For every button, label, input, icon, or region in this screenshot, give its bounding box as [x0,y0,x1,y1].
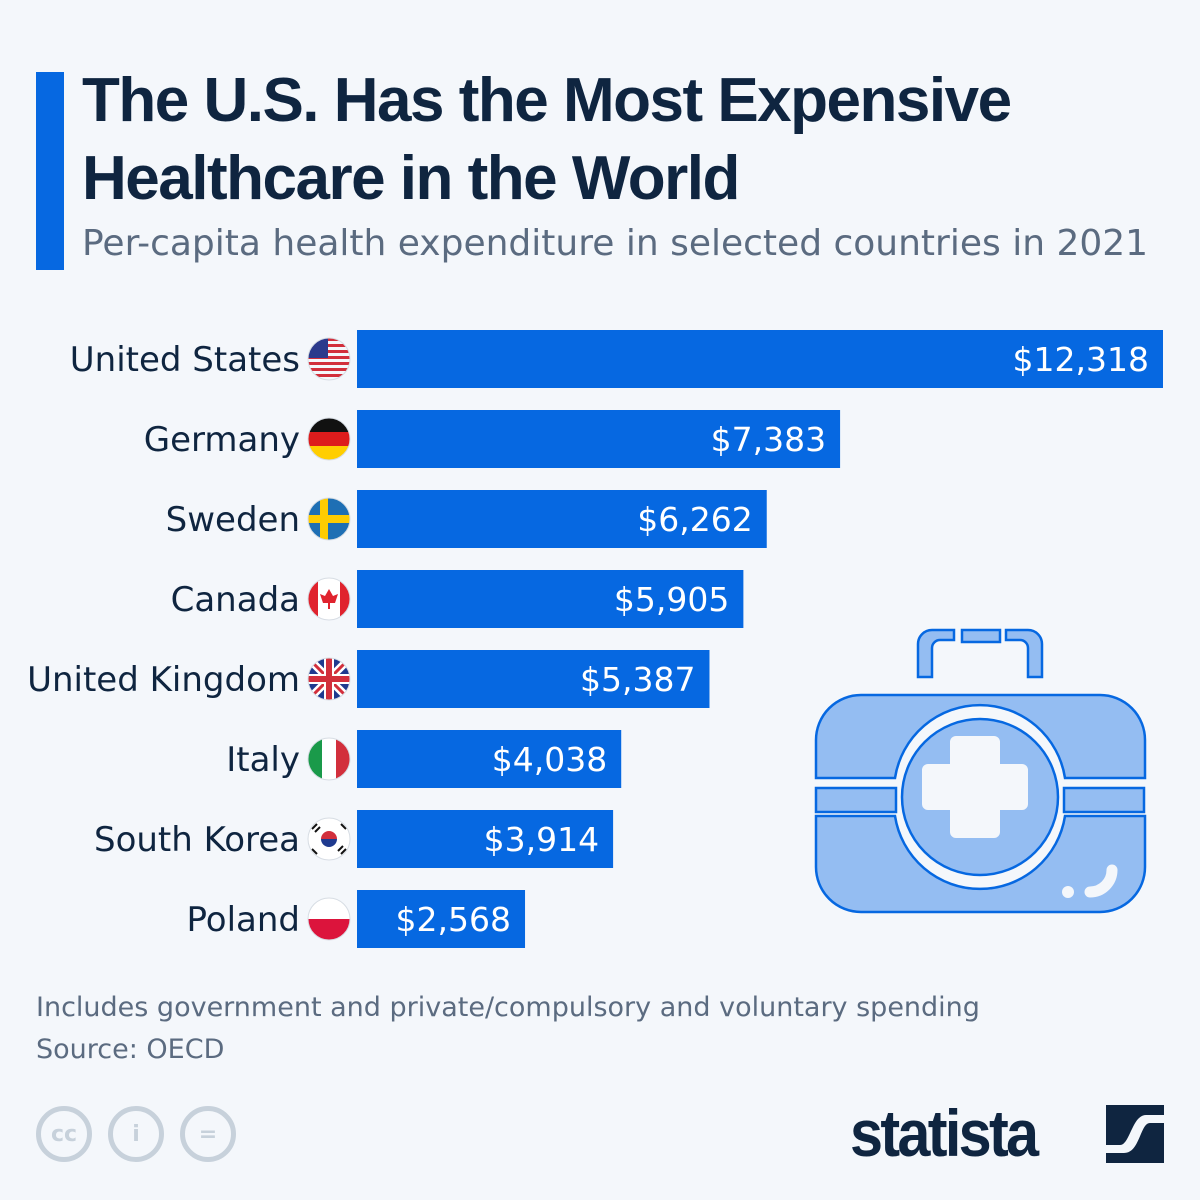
category-label: Sweden [166,500,300,540]
bar-chart: United States $12,318 Germany $7,383 Sweden $… [27,330,1163,948]
medical-kit-icon [814,628,1147,914]
bar [357,570,744,628]
bar-row: Germany $7,383 [144,410,841,468]
flag-pl-icon [308,898,350,940]
category-label: Germany [144,420,300,460]
data-label: $5,905 [614,580,729,619]
bar-row: Italy $4,038 [226,730,622,788]
flag-uk-icon [308,658,350,700]
title-accent-bar [36,72,64,270]
header: The U.S. Has the Most Expensive Healthca… [82,62,1194,266]
data-label: $7,383 [711,420,826,459]
bar [357,730,622,788]
bar [357,410,841,468]
bar [357,330,1163,388]
data-label: $4,038 [492,740,607,779]
flag-ca-icon [308,578,350,620]
category-label: United Kingdom [27,660,300,700]
category-label: Canada [171,580,300,620]
flag-it-icon [308,738,350,780]
data-label: $3,914 [484,820,599,859]
flag-us-icon [308,338,350,377]
cc-icon[interactable]: cc [36,1106,92,1162]
bar [357,810,614,868]
flag-se-icon [308,498,350,540]
bar-row: United States $12,318 [70,330,1163,388]
chart-title: The U.S. Has the Most Expensive Healthca… [82,66,1012,213]
source-text: Source: OECD [36,1034,225,1065]
flag-de-icon [308,418,350,460]
attribution-icon-text: i [132,1121,140,1147]
statista-logo-mark-icon [1106,1105,1164,1163]
bar-row: Sweden $6,262 [166,490,767,548]
data-label: $5,387 [580,660,695,699]
bar-row: United Kingdom $5,387 [27,650,710,708]
cc-icon-text: cc [50,1121,78,1147]
data-label: $2,568 [396,900,511,939]
bar [357,890,526,948]
data-label: $6,262 [637,500,752,539]
flag-kr-icon [308,818,350,860]
category-label: Italy [226,740,300,780]
bar [357,490,767,548]
bar [357,650,710,708]
no-derivatives-icon-text: = [198,1121,218,1147]
category-label: South Korea [94,820,300,860]
attribution-icon[interactable]: i [108,1106,164,1162]
chart-subtitle: Per-capita health expenditure in selecte… [82,223,1149,264]
footnote: Includes government and private/compulso… [36,992,980,1023]
bar-row: Canada $5,905 [171,570,744,628]
category-label: United States [70,340,300,380]
no-derivatives-icon[interactable]: = [180,1106,236,1162]
bar-row: South Korea $3,914 [94,810,614,868]
bar-row: Poland $2,568 [186,890,526,948]
data-label: $12,318 [1013,340,1149,379]
statista-logo[interactable]: statista [850,1096,1039,1170]
category-label: Poland [186,900,300,940]
